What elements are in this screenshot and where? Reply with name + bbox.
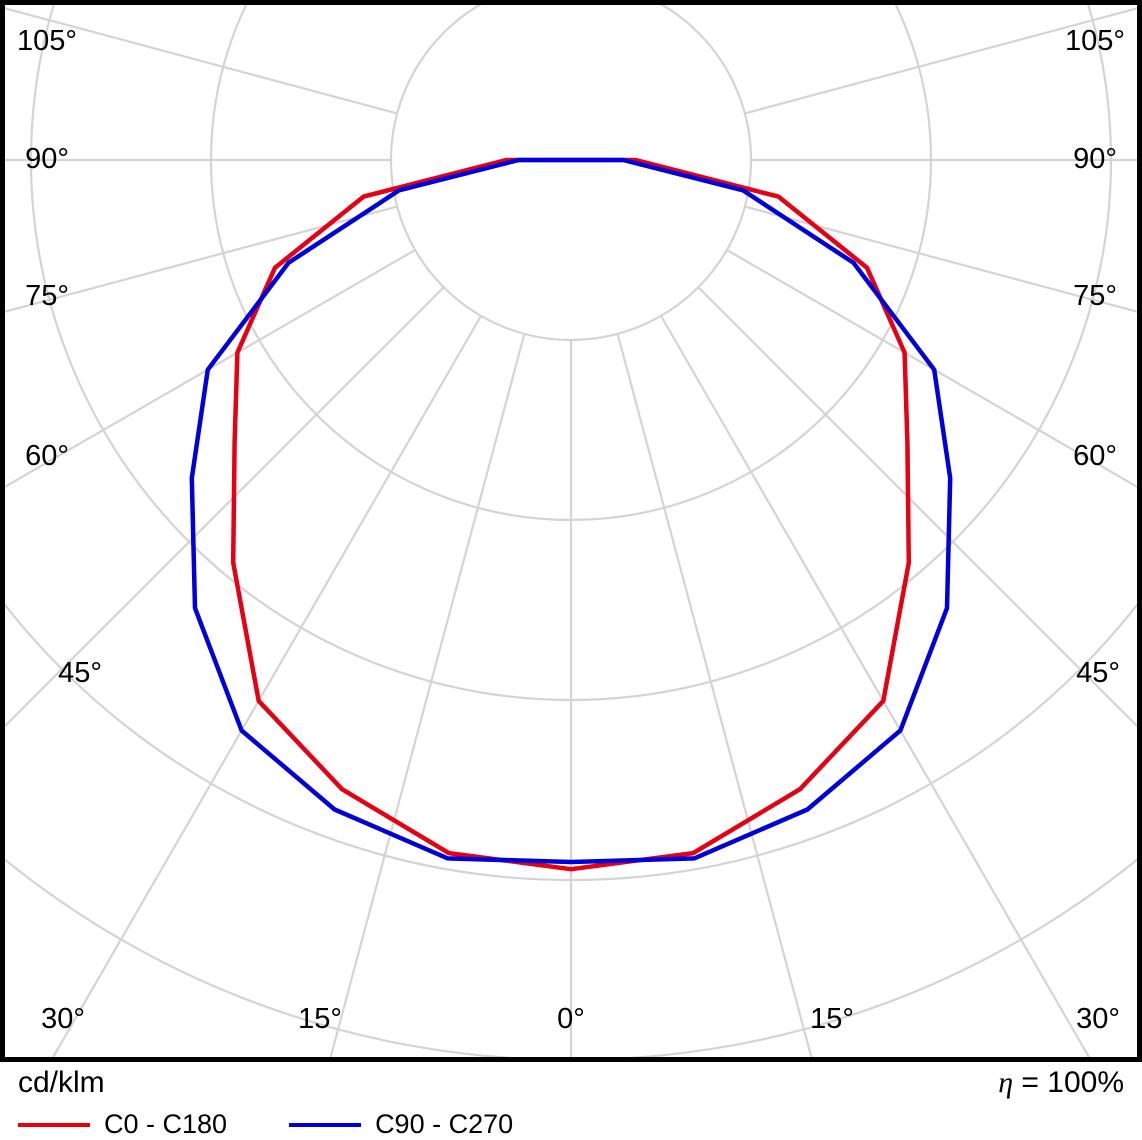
polar-chart-area: 105° 90° 75° 60° 45° 105° 90° 75° 60° 45° 30° 15° 0°… — [0, 0, 1142, 1062]
axis-label: 105° — [17, 25, 77, 57]
grid-spoke — [616, 333, 814, 1062]
grid-spoke — [697, 286, 1142, 733]
axis-label: 30° — [41, 1003, 85, 1035]
grid-spoke — [744, 205, 1142, 315]
grid-spoke — [744, 5, 1142, 115]
legend-swatch-blue — [289, 1122, 362, 1127]
grid-spoke — [726, 249, 1142, 491]
grid-spoke — [0, 205, 398, 315]
axis-label: 60° — [1073, 440, 1117, 472]
grid-spoke — [660, 315, 1094, 1062]
grid-spoke — [0, 5, 398, 115]
chart-border — [0, 0, 1142, 1062]
axis-label: 45° — [58, 657, 102, 689]
axis-label: 30° — [1076, 1003, 1120, 1035]
legend-label-c90-c270: C90 - C270 — [375, 1109, 514, 1139]
chart-footer: cd/klm η = 100% C0 - C180 C90 - C270 — [0, 1062, 1142, 1139]
axis-label: 75° — [25, 280, 69, 312]
polar-chart: 105° 90° 75° 60° 45° 105° 90° 75° 60° 45° 30° 15° 0°… — [0, 0, 1142, 1062]
axis-label: 75° — [1073, 280, 1117, 312]
legend-swatch-red — [18, 1122, 90, 1127]
footer-top-row: cd/klm η = 100% — [18, 1066, 1124, 1100]
grid-spoke — [328, 333, 526, 1062]
grid-spoke — [0, 249, 416, 491]
legend-item-c0-c180: C0 - C180 — [18, 1109, 227, 1140]
units-label: cd/klm — [18, 1066, 105, 1099]
legend-item-c90-c270: C90 - C270 — [289, 1109, 513, 1140]
eta-symbol: η — [998, 1066, 1014, 1099]
axis-label: 15° — [810, 1003, 854, 1035]
axis-label: 0° — [557, 1003, 585, 1035]
efficiency-value: = 100% — [1013, 1066, 1124, 1099]
legend-label-c0-c180: C0 - C180 — [104, 1109, 228, 1139]
grid-ring — [389, 0, 753, 342]
efficiency-label: η = 100% — [998, 1066, 1124, 1100]
legend: C0 - C180 C90 - C270 — [18, 1109, 1124, 1140]
axis-label: 45° — [1076, 657, 1120, 689]
axis-label: 90° — [1073, 143, 1117, 175]
axis-label: 15° — [298, 1003, 342, 1035]
grid-spoke — [48, 315, 482, 1062]
axis-label: 105° — [1065, 25, 1125, 57]
curve-c90-c270 — [189, 157, 953, 865]
axis-label: 90° — [25, 143, 69, 175]
grid-spoke — [0, 286, 445, 733]
axis-label: 60° — [25, 440, 69, 472]
